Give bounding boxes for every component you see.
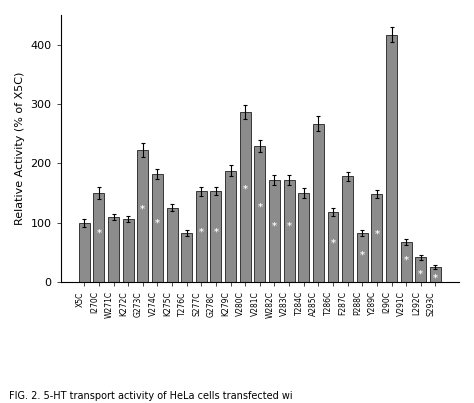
Bar: [386, 35, 397, 282]
Bar: [313, 124, 324, 282]
Text: *: *: [199, 228, 204, 237]
Bar: [137, 150, 148, 282]
Bar: [123, 218, 134, 282]
Bar: [93, 193, 104, 282]
Bar: [240, 112, 251, 282]
Text: *: *: [96, 229, 101, 238]
Text: *: *: [330, 239, 336, 248]
Bar: [210, 191, 221, 282]
Text: *: *: [287, 222, 292, 231]
Y-axis label: Relative Activity (% of X5C): Relative Activity (% of X5C): [15, 72, 25, 225]
Bar: [401, 242, 411, 282]
Bar: [298, 193, 309, 282]
Text: *: *: [257, 203, 262, 212]
Text: *: *: [243, 184, 248, 193]
Bar: [225, 170, 236, 282]
Text: *: *: [155, 218, 160, 227]
Bar: [430, 267, 441, 282]
Bar: [166, 208, 178, 282]
Bar: [108, 217, 119, 282]
Bar: [415, 257, 426, 282]
Bar: [283, 180, 295, 282]
Bar: [152, 174, 163, 282]
Text: *: *: [433, 273, 438, 282]
Text: *: *: [404, 256, 409, 264]
Text: *: *: [360, 251, 365, 260]
Bar: [357, 233, 368, 282]
Bar: [328, 212, 338, 282]
Text: *: *: [140, 205, 146, 214]
Text: *: *: [418, 270, 423, 279]
Bar: [79, 223, 90, 282]
Bar: [255, 145, 265, 282]
Text: *: *: [272, 222, 277, 231]
Text: FIG. 2. 5-HT transport activity of HeLa cells transfected wi: FIG. 2. 5-HT transport activity of HeLa …: [9, 391, 293, 401]
Text: *: *: [213, 228, 219, 237]
Bar: [196, 191, 207, 282]
Bar: [181, 233, 192, 282]
Bar: [342, 177, 353, 282]
Text: *: *: [374, 229, 379, 238]
Bar: [269, 180, 280, 282]
Bar: [372, 194, 383, 282]
